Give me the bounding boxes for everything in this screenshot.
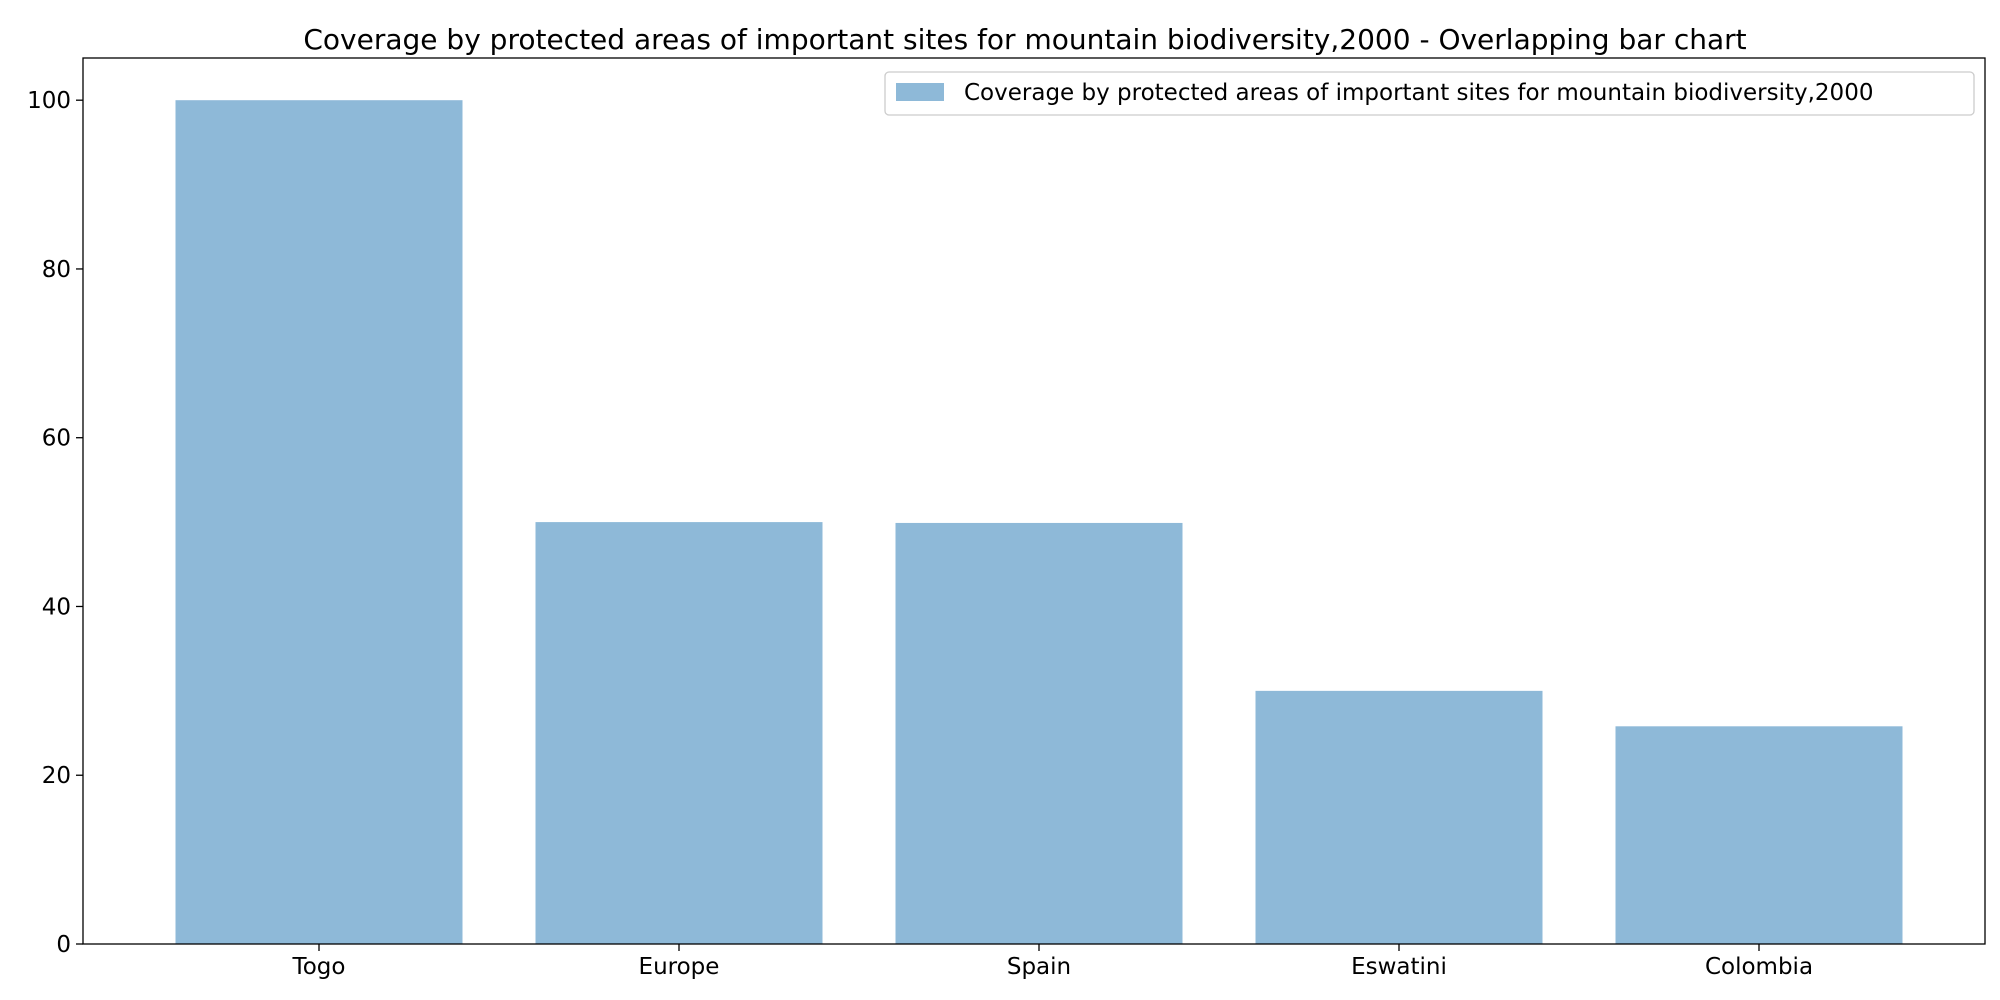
bar-europe (535, 522, 823, 944)
chart-title: Coverage by protected areas of important… (303, 23, 1746, 56)
legend-swatch (896, 83, 944, 101)
bar-eswatini (1255, 690, 1543, 944)
y-tick-label: 0 (56, 932, 71, 958)
x-tick-label: Eswatini (1351, 954, 1447, 980)
bar-togo (175, 100, 463, 944)
x-tick-label: Colombia (1705, 954, 1813, 980)
legend: Coverage by protected areas of important… (884, 71, 1975, 116)
x-axis: Togo Europe Spain Eswatini Colombia (292, 944, 1813, 980)
y-axis: 0 20 40 60 80 100 (27, 88, 83, 958)
y-tick-label: 80 (42, 257, 71, 283)
y-tick-label: 100 (27, 88, 71, 114)
y-tick-label: 20 (42, 763, 71, 789)
bar-spain (895, 522, 1183, 944)
plot-frame (82, 57, 1986, 945)
x-tick-label: Spain (1007, 954, 1071, 980)
bar-colombia (1615, 726, 1903, 944)
y-tick-label: 40 (42, 594, 71, 620)
x-tick-label: Europe (639, 954, 720, 980)
legend-box (884, 71, 1975, 116)
y-tick-label: 60 (42, 426, 71, 452)
bars-layer (175, 100, 1903, 944)
legend-label: Coverage by protected areas of important… (964, 80, 1873, 106)
x-tick-label: Togo (292, 954, 346, 980)
